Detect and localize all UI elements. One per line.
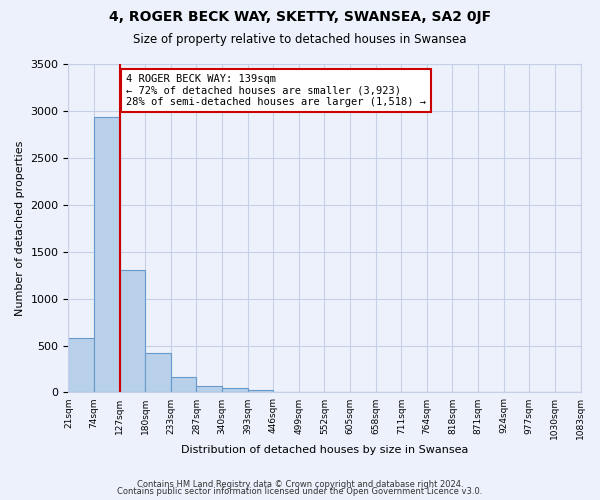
Text: Contains public sector information licensed under the Open Government Licence v3: Contains public sector information licen… — [118, 487, 482, 496]
Text: Size of property relative to detached houses in Swansea: Size of property relative to detached ho… — [133, 32, 467, 46]
Bar — [94, 118, 119, 392]
Bar — [119, 270, 145, 392]
Bar — [248, 390, 273, 392]
X-axis label: Distribution of detached houses by size in Swansea: Distribution of detached houses by size … — [181, 445, 468, 455]
Bar — [145, 353, 171, 393]
Text: Contains HM Land Registry data © Crown copyright and database right 2024.: Contains HM Land Registry data © Crown c… — [137, 480, 463, 489]
Text: 4 ROGER BECK WAY: 139sqm
← 72% of detached houses are smaller (3,923)
28% of sem: 4 ROGER BECK WAY: 139sqm ← 72% of detach… — [126, 74, 426, 107]
Y-axis label: Number of detached properties: Number of detached properties — [15, 140, 25, 316]
Text: 4, ROGER BECK WAY, SKETTY, SWANSEA, SA2 0JF: 4, ROGER BECK WAY, SKETTY, SWANSEA, SA2 … — [109, 10, 491, 24]
Bar — [171, 377, 196, 392]
Bar — [196, 386, 222, 392]
Bar — [222, 388, 248, 392]
Bar — [68, 338, 94, 392]
